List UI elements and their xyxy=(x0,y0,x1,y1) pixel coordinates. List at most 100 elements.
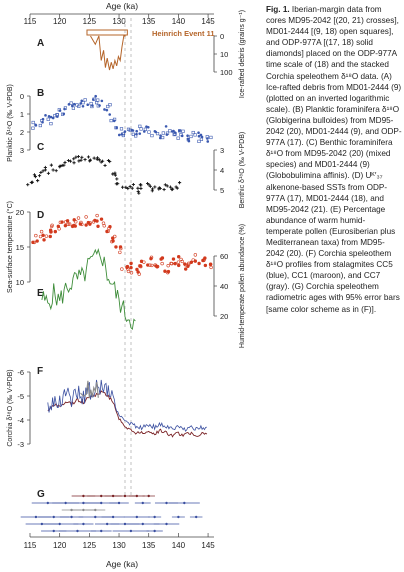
planktic-point xyxy=(51,116,55,120)
planktic-point xyxy=(138,124,142,128)
planktic-point xyxy=(165,131,170,135)
sst-point xyxy=(118,245,123,249)
bottom-axis: 115 120 125 130 135 140 145 Age (ka) xyxy=(24,533,215,569)
benthic-axis-title: Benthic δ¹⁸O (‰ V-PDB) xyxy=(239,132,246,208)
top-tick-label: 135 xyxy=(142,17,156,26)
benthic-point xyxy=(83,158,87,162)
sst-point xyxy=(166,263,170,268)
benthic-point xyxy=(162,187,166,192)
planktic-point xyxy=(44,114,47,117)
figure-caption: Fig. 1. Iberian-margin data from cores M… xyxy=(266,4,402,315)
bottom-tick-label: 115 xyxy=(24,541,37,550)
planktic-point xyxy=(197,134,201,138)
age-point xyxy=(141,501,144,505)
bottom-tick-label: 120 xyxy=(53,541,67,550)
planktic-point xyxy=(109,118,113,123)
planktic-point xyxy=(147,130,151,134)
benthic-point xyxy=(163,183,167,187)
planktic-point xyxy=(108,113,112,116)
planktic-point xyxy=(117,133,121,137)
planktic-point xyxy=(138,132,142,135)
benthic-point xyxy=(136,189,140,194)
age-point xyxy=(58,522,61,526)
age-point xyxy=(34,515,38,519)
benthic-point xyxy=(30,180,34,184)
sst-point xyxy=(135,267,139,272)
sst-point xyxy=(35,239,39,243)
sst-point xyxy=(63,220,68,224)
sst-point xyxy=(139,264,143,269)
sst-point xyxy=(41,233,45,237)
planktic-point xyxy=(53,114,57,118)
sst-point xyxy=(106,229,110,233)
age-point xyxy=(52,515,55,519)
panel-letter-c: C xyxy=(37,142,44,153)
bottom-tick-label: 125 xyxy=(83,541,97,550)
benthic-point xyxy=(54,169,58,173)
planktic-point xyxy=(86,103,90,106)
sst-point xyxy=(50,223,54,227)
benthic-point xyxy=(26,183,30,187)
age-point xyxy=(82,508,85,512)
planktic-point xyxy=(47,115,51,118)
sst-point xyxy=(76,216,81,220)
planktic-point xyxy=(146,125,150,129)
sst-point xyxy=(173,261,177,266)
planktic-point xyxy=(83,98,87,102)
sst-point xyxy=(203,263,208,268)
benthic-point xyxy=(139,186,143,190)
planktic-point xyxy=(81,101,85,105)
sst-point xyxy=(191,258,195,262)
panel-letter-g: G xyxy=(37,489,45,500)
benthic-point xyxy=(121,185,125,189)
bottom-tick-label: 145 xyxy=(201,541,215,550)
planktic-point xyxy=(114,126,118,130)
sst-point xyxy=(149,255,154,260)
planktic-point xyxy=(121,132,125,136)
sst-point xyxy=(186,264,190,268)
benthic-point xyxy=(62,163,66,167)
benthic-point xyxy=(33,175,37,179)
sst-point xyxy=(209,265,213,270)
sst-point xyxy=(39,229,44,234)
benthic-axis-tick-label: 5 xyxy=(220,186,224,195)
sst-point xyxy=(142,260,146,264)
benthic-point xyxy=(51,168,55,172)
caption-text: Iberian-margin data from cores MD95-2042… xyxy=(266,5,402,314)
benthic-point xyxy=(150,187,155,191)
benthic-point xyxy=(92,156,96,160)
panel-letter-a: A xyxy=(37,38,44,49)
planktic-point xyxy=(96,104,100,108)
planktic-point xyxy=(126,127,131,131)
benthic-point xyxy=(86,155,91,159)
planktic-point xyxy=(49,115,53,119)
age-point xyxy=(183,501,186,505)
planktic-point xyxy=(135,129,138,133)
benthic-point xyxy=(49,163,53,167)
planktic-point xyxy=(186,134,189,138)
planktic-point xyxy=(189,134,193,139)
benthic-point xyxy=(175,186,179,190)
age-point xyxy=(100,529,103,533)
heinrich-box xyxy=(86,29,128,36)
corchia-cc7-line xyxy=(80,380,99,399)
age-point xyxy=(177,515,180,519)
benthic-point xyxy=(68,159,73,163)
sst-point xyxy=(113,234,117,239)
planktic-point xyxy=(46,117,50,121)
benthic-point xyxy=(128,184,132,189)
benthic-point xyxy=(177,181,182,185)
sst-point xyxy=(34,233,38,238)
planktic-point xyxy=(154,130,158,134)
planktic-point xyxy=(143,127,147,131)
benthic-point xyxy=(131,182,135,187)
planktic-point xyxy=(62,112,66,116)
sst-point xyxy=(118,250,122,255)
sst-axis-tick-label: 15 xyxy=(16,243,24,252)
corchia-axis-tick-label: -6 xyxy=(17,368,24,377)
planktic-point xyxy=(164,125,168,128)
age-point xyxy=(194,515,198,519)
sst-point xyxy=(93,218,97,223)
planktic-point xyxy=(178,129,182,133)
sst-point xyxy=(80,222,84,227)
